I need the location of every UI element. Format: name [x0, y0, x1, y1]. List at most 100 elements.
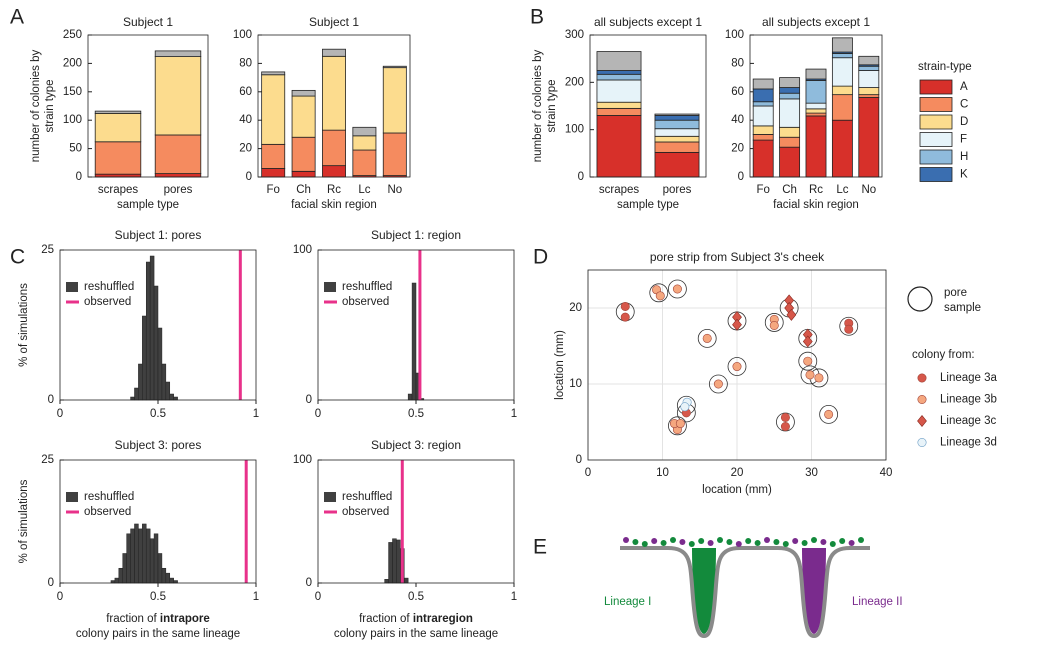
x-tick-label: 40 — [880, 467, 893, 479]
panel-label: C — [10, 246, 25, 269]
lineage-label: Lineage I — [604, 596, 651, 608]
bar-segment — [752, 78, 774, 90]
axes-frame — [59, 249, 257, 401]
legend-marker — [917, 394, 927, 404]
bar-segment — [779, 146, 801, 178]
pore — [819, 404, 839, 424]
histogram-bar — [173, 396, 178, 401]
colony-marker — [672, 284, 682, 294]
y-axis-label: % of simulations — [18, 283, 30, 367]
axes-frame — [749, 34, 883, 178]
pore — [668, 416, 687, 436]
x-tick-label: pores — [164, 184, 193, 196]
histogram-bar — [149, 255, 155, 401]
legend-swatch — [919, 149, 953, 165]
legend-label: H — [960, 151, 968, 163]
x-tick-label: scrapes — [98, 184, 139, 196]
y-axis-label: strain type — [546, 79, 558, 132]
bacterium — [660, 540, 667, 546]
y-tick-label: 0 — [48, 394, 54, 406]
bar-segment — [805, 115, 827, 178]
x-tick-label: 0 — [315, 408, 321, 420]
histogram-bar — [161, 363, 167, 401]
colony-marker — [732, 318, 742, 331]
x-axis-label-part: fraction of — [359, 613, 410, 625]
bar-segment — [261, 143, 286, 169]
x-axis-label: location (mm) — [702, 484, 772, 496]
legend-title: strain-type — [918, 61, 972, 73]
bar-segment — [752, 139, 774, 178]
histogram-bar — [157, 327, 163, 401]
y-tick-label: 80 — [731, 57, 744, 69]
x-tick-label: Fo — [266, 184, 279, 196]
legend-label: Lineage 3a — [940, 372, 998, 384]
bacterium — [632, 539, 639, 545]
bar-segment — [352, 149, 377, 176]
bacterium — [717, 537, 723, 543]
x-tick-label: No — [861, 184, 876, 196]
bar-segment — [654, 115, 700, 121]
legend-swatch — [919, 79, 953, 95]
histogram-bar — [138, 363, 143, 401]
histogram-bar — [142, 315, 147, 401]
bar-segment — [805, 112, 827, 117]
bacterium — [792, 538, 799, 544]
bar-segment — [154, 134, 202, 174]
y-tick-label: 250 — [63, 29, 82, 41]
bar-segment — [654, 151, 700, 178]
x-tick-label: No — [387, 184, 402, 196]
y-tick-label: 25 — [41, 454, 54, 466]
bacterium — [848, 540, 855, 546]
x-axis-label-part: fraction of — [106, 613, 157, 625]
histogram-bar — [169, 393, 174, 401]
colony-marker — [824, 409, 834, 419]
colony-marker — [655, 291, 665, 301]
bar-segment — [805, 102, 827, 110]
bacterium — [623, 537, 629, 543]
chart-title: Subject 1 — [309, 15, 359, 29]
bar-segment — [261, 168, 286, 178]
histogram-bar — [161, 567, 167, 584]
bar-segment — [291, 95, 316, 138]
y-tick-label: 0 — [76, 171, 82, 183]
histogram-bar — [384, 579, 389, 584]
bar-segment — [322, 165, 346, 178]
axes-frame — [87, 34, 209, 178]
bar-segment — [596, 70, 642, 75]
bar-segment — [858, 87, 880, 96]
legend-swatch — [66, 282, 78, 292]
x-tick-label: Rc — [327, 184, 341, 196]
legend-marker — [917, 373, 927, 383]
histogram-bar — [169, 577, 174, 584]
bacterium — [707, 540, 714, 546]
y-tick-label: 20 — [239, 143, 252, 155]
x-tick-label: Ch — [296, 184, 311, 196]
panel-label: D — [533, 246, 548, 269]
histogram-bar — [114, 577, 120, 584]
x-tick-label: 1 — [511, 591, 517, 603]
histogram-bar — [142, 523, 147, 584]
legend-swatch — [66, 492, 78, 502]
bar-segment — [858, 70, 880, 88]
legend-label: observed — [342, 296, 389, 308]
bar-segment — [858, 55, 880, 66]
histogram-bar — [134, 523, 139, 584]
x-tick-label: 1 — [511, 408, 517, 420]
legend-label: K — [960, 169, 968, 181]
bar-segment — [654, 128, 700, 137]
legend-label: Lineage 3d — [940, 437, 997, 449]
x-tick-label: pores — [663, 184, 692, 196]
chart-title: Subject 3: region — [371, 438, 461, 452]
x-tick-label: 0 — [315, 591, 321, 603]
x-tick-label: 0.5 — [408, 591, 424, 603]
x-axis-label: sample type — [117, 199, 179, 211]
bar-segment — [654, 135, 700, 143]
well-fill — [692, 548, 716, 634]
legend-title: colony from: — [912, 349, 975, 361]
legend-label: reshuffled — [342, 491, 392, 503]
x-axis-label-emphasis: intraregion — [413, 613, 473, 625]
histogram-bar — [157, 553, 163, 584]
pore — [697, 328, 717, 348]
